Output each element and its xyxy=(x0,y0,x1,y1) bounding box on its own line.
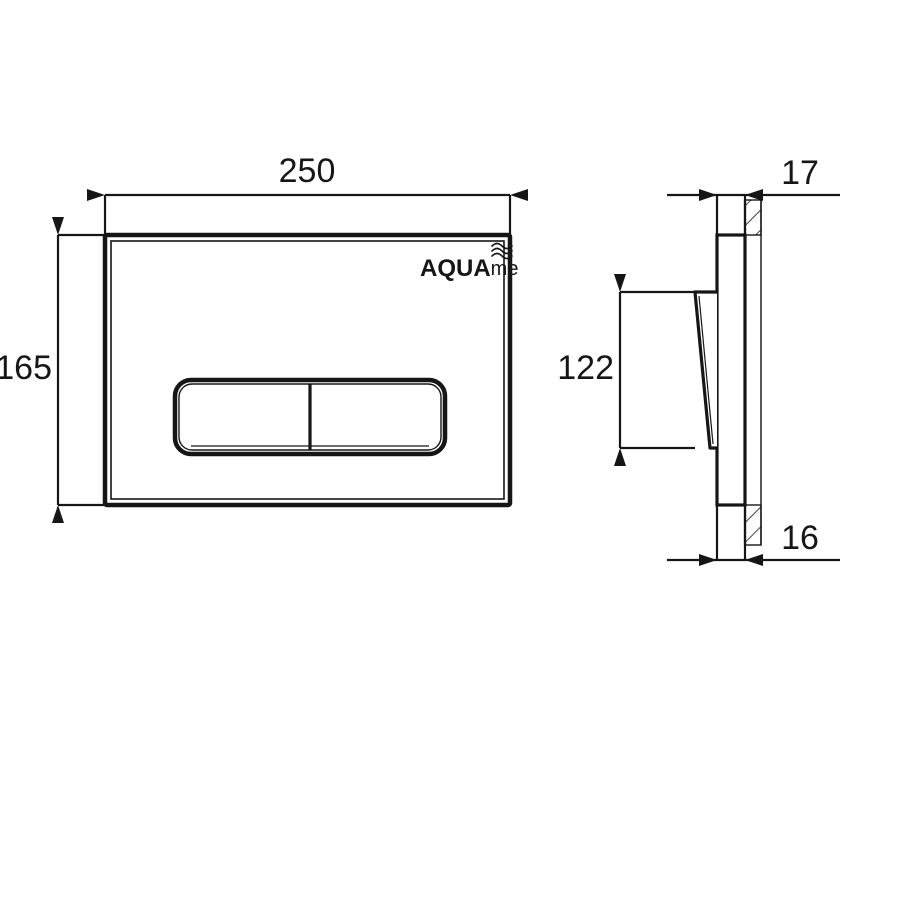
dim-value: 250 xyxy=(279,152,336,190)
dim-value: 17 xyxy=(781,154,819,192)
dimensioned-drawing: AQUAme 250 165 122 17 16 xyxy=(0,0,900,900)
front-view: AQUAme xyxy=(105,235,518,505)
flush-button xyxy=(175,380,445,454)
svg-text:AQUAme: AQUAme xyxy=(420,255,518,282)
dim-value: 122 xyxy=(557,349,614,387)
dim-value: 16 xyxy=(781,519,819,557)
dim-value: 165 xyxy=(0,349,52,387)
side-view xyxy=(695,200,761,545)
